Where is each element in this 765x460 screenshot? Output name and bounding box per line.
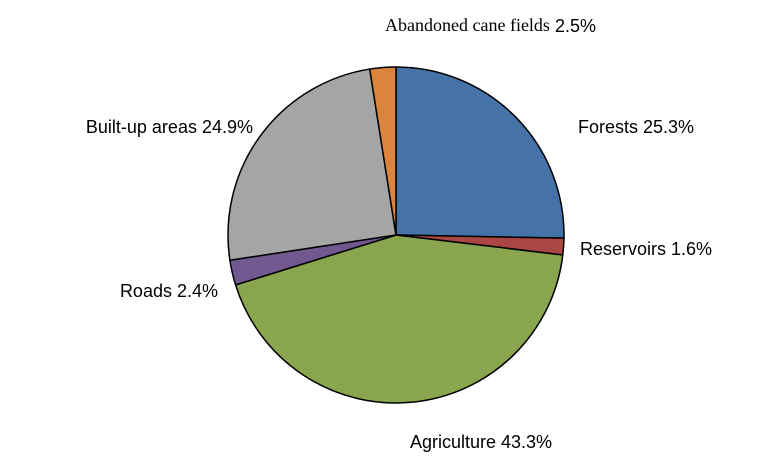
label-name: Agriculture — [410, 432, 496, 452]
pie-slice — [368, 66, 397, 236]
slice-label: Abandoned cane fields 2.5% — [385, 15, 596, 36]
pie-slice — [395, 66, 565, 239]
label-name: Reservoirs — [580, 239, 666, 259]
slice-label: Reservoirs 1.6% — [580, 239, 712, 259]
slice-label: Built-up areas 24.9% — [86, 117, 253, 137]
label-value: 2.5% — [555, 16, 596, 36]
pie-slice — [234, 234, 564, 404]
label-name: Abandoned cane fields — [385, 15, 550, 35]
label-name: Forests — [578, 117, 638, 137]
label-value: 25.3% — [643, 117, 694, 137]
label-value: 43.3% — [501, 432, 552, 452]
slice-label: Roads 2.4% — [120, 281, 218, 301]
slice-label: Agriculture 43.3% — [410, 432, 552, 452]
label-name: Roads — [120, 281, 172, 301]
slice-label: Forests 25.3% — [578, 117, 694, 137]
label-value: 1.6% — [671, 239, 712, 259]
label-value: 24.9% — [202, 117, 253, 137]
label-name: Built-up areas — [86, 117, 197, 137]
label-value: 2.4% — [177, 281, 218, 301]
pie-slice — [227, 68, 397, 262]
